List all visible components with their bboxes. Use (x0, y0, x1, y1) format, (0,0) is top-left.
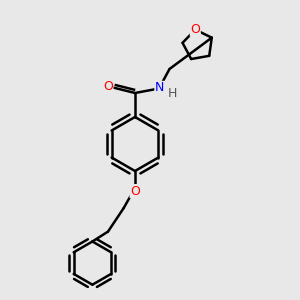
Text: O: O (130, 184, 140, 198)
Text: O: O (103, 80, 113, 93)
Text: N: N (155, 81, 164, 94)
Text: H: H (168, 87, 177, 101)
Text: O: O (190, 23, 200, 36)
